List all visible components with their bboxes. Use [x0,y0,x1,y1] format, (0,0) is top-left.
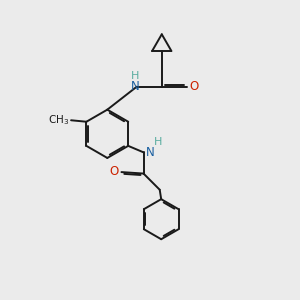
Text: CH$_3$: CH$_3$ [48,113,70,127]
Text: O: O [109,165,119,178]
Text: O: O [189,80,198,93]
Text: H: H [131,71,140,81]
Text: N: N [131,80,140,93]
Text: N: N [146,146,154,159]
Text: H: H [154,137,162,147]
